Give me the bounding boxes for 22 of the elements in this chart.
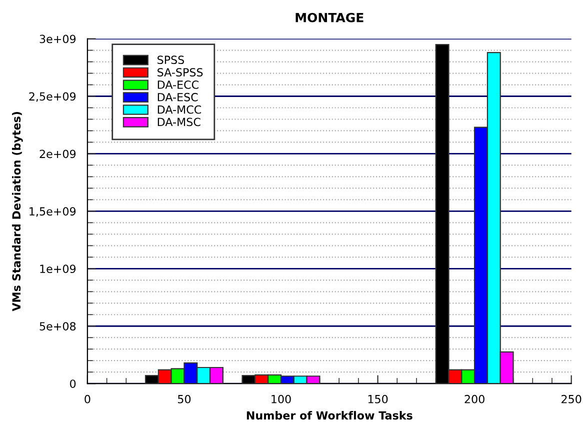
y-axis-title: VMs Standard Deviation (bytes)	[12, 112, 23, 312]
legend-label: DA-ESC	[158, 92, 198, 102]
x-tick-label: 150	[368, 394, 388, 404]
legend-label: SPSS	[158, 56, 184, 64]
x-tick-label: 100	[272, 394, 291, 404]
x-tick-label: 200	[464, 394, 484, 404]
y-tick-label: 0	[70, 380, 76, 388]
chart-title: MONTAGE	[296, 12, 364, 22]
y-tick-label: 1e+09	[40, 264, 76, 274]
x-axis-title: Number of Workflow Tasks	[246, 411, 412, 420]
x-tick-label: 250	[562, 394, 582, 404]
x-tick-label: 0	[84, 394, 90, 404]
y-tick-label: 2,5e+09	[29, 92, 76, 102]
legend-label: DA-MCC	[158, 105, 202, 114]
legend-label: DA-ECC	[158, 80, 198, 89]
x-tick-label: 50	[178, 394, 191, 404]
legend-label: SA-SPSS	[158, 68, 203, 76]
legend-label: DA-MSC	[158, 118, 200, 126]
y-tick-label: 3e+09	[40, 34, 76, 44]
y-tick-label: 5e+08	[40, 322, 76, 331]
y-tick-label: 2e+09	[40, 150, 76, 158]
y-tick-label: 1,5e+09	[30, 207, 76, 217]
